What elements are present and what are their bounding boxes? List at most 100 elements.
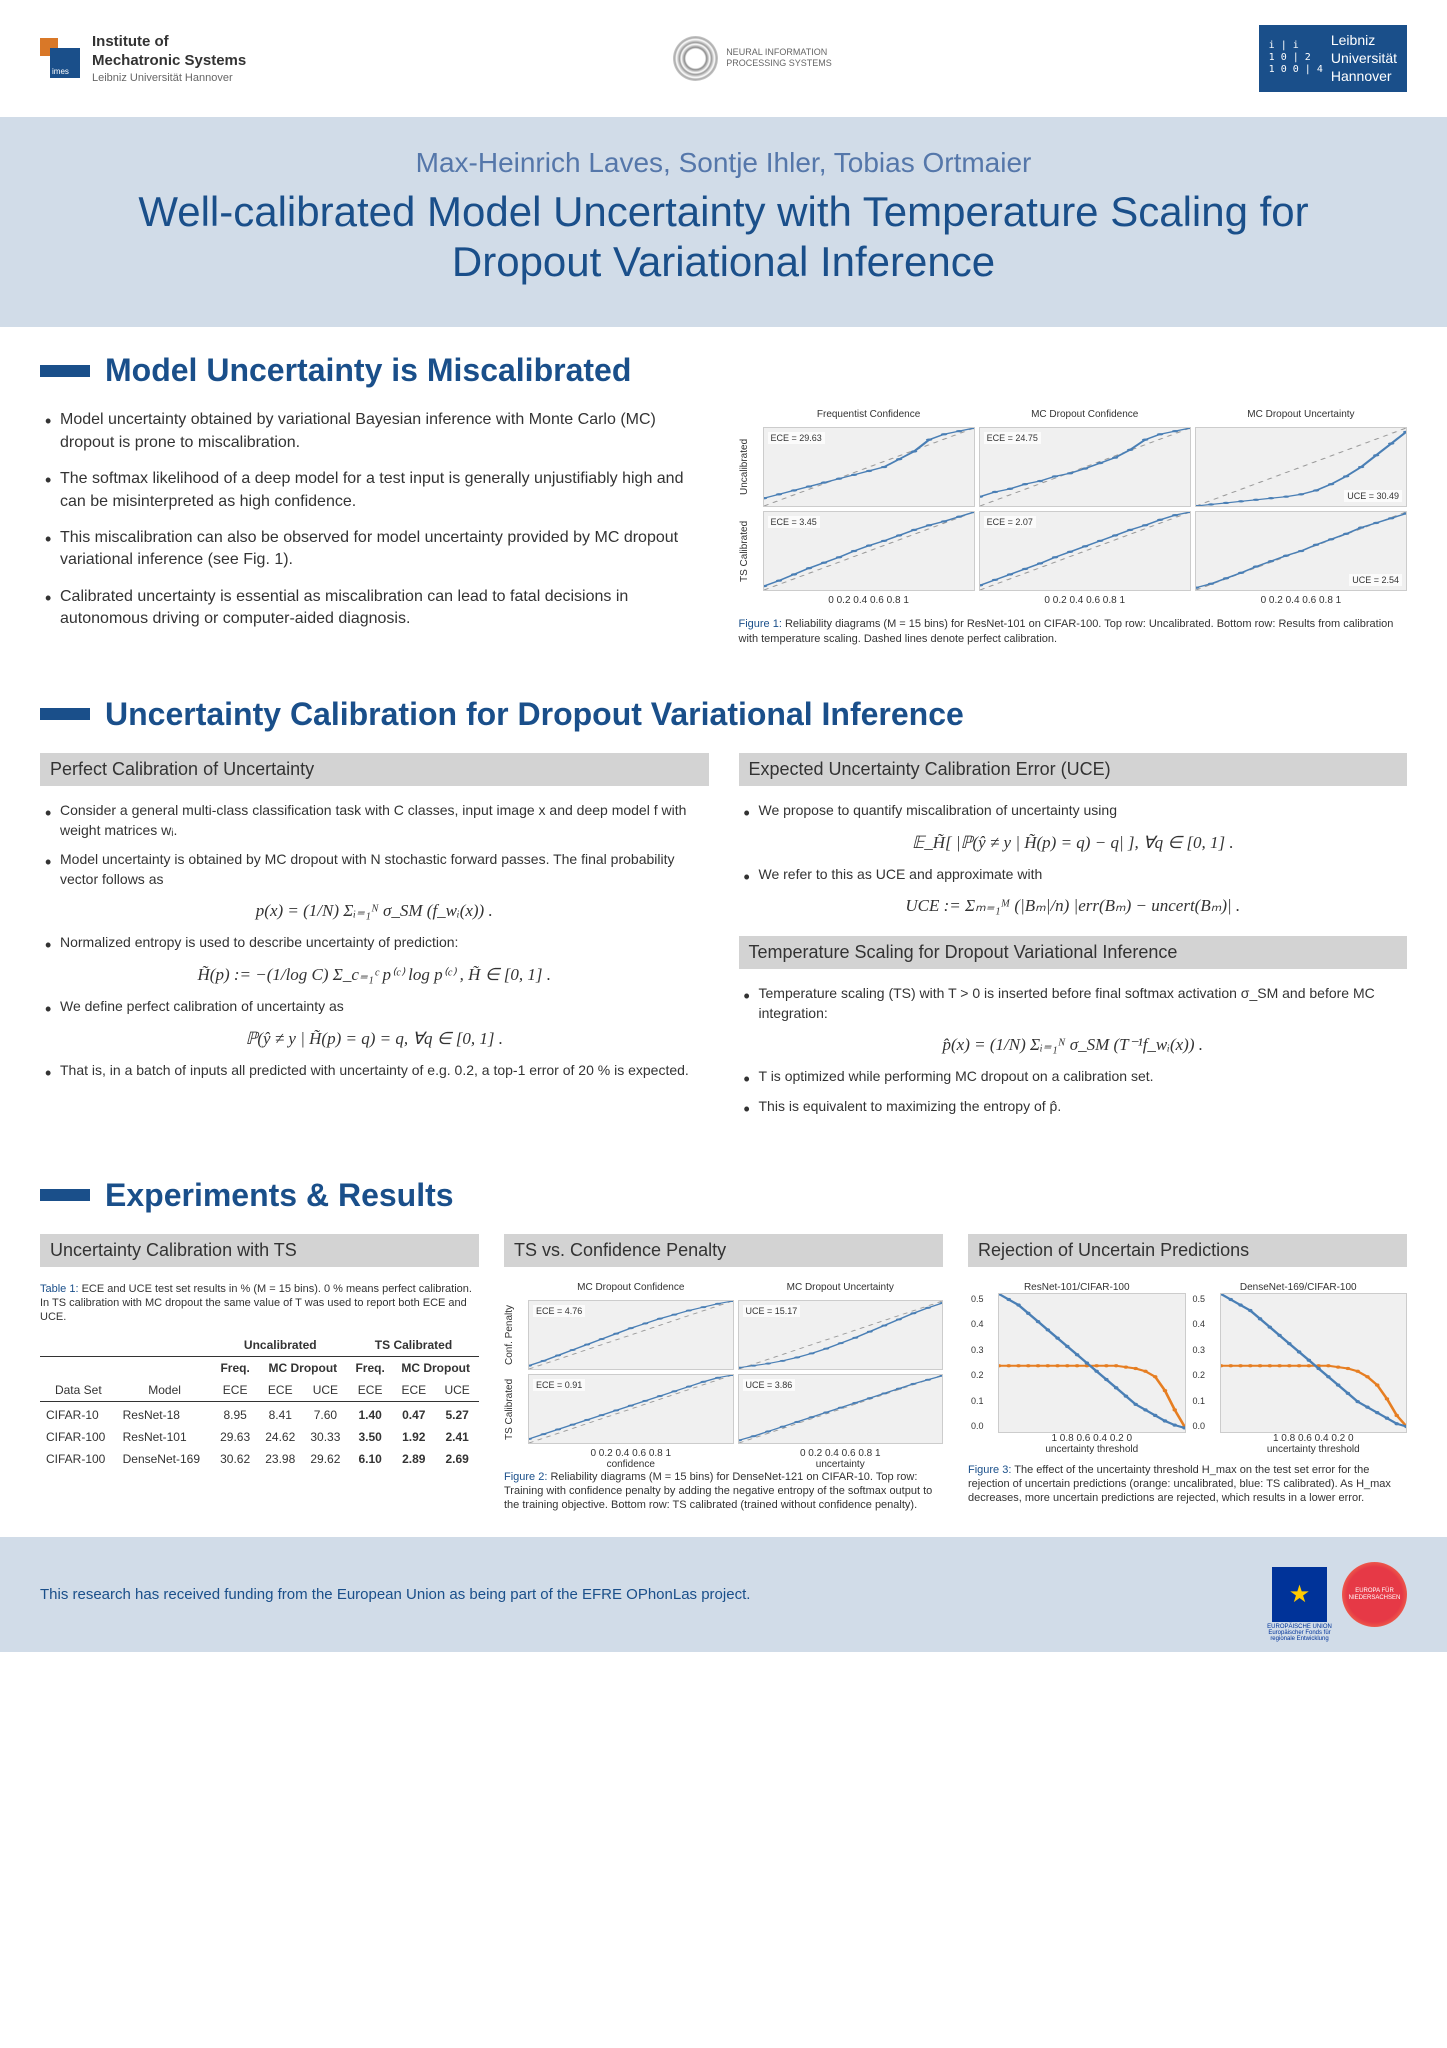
fig2-subtitle: TS vs. Confidence Penalty <box>504 1234 943 1267</box>
formula: p̂(x) = (1/N) Σᵢ₌₁ᴺ σ_SM (T⁻¹f_wᵢ(x)) . <box>739 1035 1408 1055</box>
bullet: T is optimized while performing MC dropo… <box>739 1067 1408 1087</box>
chart-row-label: TS Calibrated <box>504 1374 524 1444</box>
rejection-chart-wrap: ResNet-101/CIFAR-1000.00.10.20.30.40.51 … <box>968 1282 1186 1455</box>
bullet: That is, in a batch of inputs all predic… <box>40 1061 709 1081</box>
reliability-chart: ECE = 3.45 <box>763 511 975 591</box>
institute-line3: Leibniz Universität Hannover <box>92 71 246 85</box>
chart-col-label: MC Dropout Confidence <box>528 1282 734 1296</box>
niedersachsen-text: EUROPA FÜR NIEDERSACHSEN <box>1342 1588 1407 1601</box>
bullet: Normalized entropy is used to describe u… <box>40 933 709 953</box>
formula: 𝔼_H̃[ |ℙ(ŷ ≠ y | H̃(p) = q) − q| ], ∀q ∈… <box>739 833 1408 853</box>
table-row: CIFAR-100ResNet-10129.6324.6230.333.501.… <box>40 1426 479 1448</box>
bullet: Model uncertainty obtained by variationa… <box>40 409 709 454</box>
fig3-block: Rejection of Uncertain Predictions ResNe… <box>968 1234 1407 1513</box>
fig3-caption: Figure 3: The effect of the uncertainty … <box>968 1463 1407 1506</box>
fig2-caption: Figure 2: Reliability diagrams (M = 15 b… <box>504 1470 943 1513</box>
tab-subtitle: Uncertainty Calibration with TS <box>40 1234 479 1267</box>
bullet: Temperature scaling (TS) with T > 0 is i… <box>739 984 1408 1023</box>
chart-col-label: MC Dropout Confidence <box>979 409 1191 423</box>
reliability-chart: ECE = 0.91 <box>528 1374 734 1444</box>
section-miscalibrated: Model Uncertainty is Miscalibrated Model… <box>0 327 1447 671</box>
fig3-subtitle: Rejection of Uncertain Predictions <box>968 1234 1407 1267</box>
rejection-chart: 0.00.10.20.30.40.5 <box>998 1293 1186 1433</box>
rejection-chart-wrap: DenseNet-169/CIFAR-1000.00.10.20.30.40.5… <box>1190 1282 1408 1455</box>
chart-x-ticks: 0 0.2 0.4 0.6 0.8 1 <box>979 595 1191 609</box>
leibniz-line3: Hannover <box>1331 67 1397 85</box>
eu-subtext: EUROPÄISCHE UNION Europäischer Fonds für… <box>1250 1624 1350 1642</box>
bullet: Model uncertainty is obtained by MC drop… <box>40 850 709 889</box>
authors: Max-Heinrich Laves, Sontje Ihler, Tobias… <box>60 147 1387 179</box>
leibniz-nums: i | i 1 0 | 2 1 0 0 | 4 <box>1269 40 1323 76</box>
leibniz-line1: Leibniz <box>1331 31 1397 49</box>
footer-text: This research has received funding from … <box>40 1586 750 1603</box>
formula: H̃(p) := −(1/log C) Σ_c₌₁ᶜ p⁽ᶜ⁾ log p⁽ᶜ⁾… <box>40 965 709 985</box>
chart-col-label: MC Dropout Uncertainty <box>738 1282 944 1296</box>
section-bar-icon <box>40 1189 90 1201</box>
table-row: CIFAR-10ResNet-188.958.417.601.400.475.2… <box>40 1402 479 1427</box>
chart-x-ticks: 0 0.2 0.4 0.6 0.8 1 <box>763 595 975 609</box>
institute-logo: imes Institute of Mechatronic Systems Le… <box>40 32 246 85</box>
neurips-line1: NEURAL INFORMATION <box>726 47 832 58</box>
neurips-logo: NEURAL INFORMATION PROCESSING SYSTEMS <box>673 36 832 81</box>
rejection-chart: 0.00.10.20.30.40.5 <box>1220 1293 1408 1433</box>
chart-col-label: Frequentist Confidence <box>763 409 975 423</box>
chart-x-label: 0 0.2 0.4 0.6 0.8 1confidence <box>528 1448 734 1462</box>
sec2-ts-subtitle: Temperature Scaling for Dropout Variatio… <box>739 936 1408 969</box>
bullet: This miscalibration can also be observed… <box>40 527 709 572</box>
leibniz-logo: i | i 1 0 | 2 1 0 0 | 4 Leibniz Universi… <box>1259 25 1407 92</box>
reliability-chart: ECE = 2.07 <box>979 511 1191 591</box>
sec3-title: Experiments & Results <box>105 1177 454 1214</box>
sec2-uce-subtitle: Expected Uncertainty Calibration Error (… <box>739 753 1408 786</box>
fig2-block: TS vs. Confidence Penalty MC Dropout Con… <box>504 1234 943 1513</box>
sec1-title: Model Uncertainty is Miscalibrated <box>105 352 631 389</box>
sec1-bullets: Model uncertainty obtained by variationa… <box>40 409 709 630</box>
reliability-chart: UCE = 15.17 <box>738 1300 944 1370</box>
fig1-caption: Figure 1: Reliability diagrams (M = 15 b… <box>739 617 1408 646</box>
fig1-grid: Frequentist Confidence MC Dropout Confide… <box>739 409 1408 609</box>
bullet: The softmax likelihood of a deep model f… <box>40 468 709 513</box>
sec2-left-subtitle: Perfect Calibration of Uncertainty <box>40 753 709 786</box>
fig2-grid: MC Dropout Confidence MC Dropout Uncertai… <box>504 1282 943 1462</box>
leibniz-line2: Universität <box>1331 49 1397 67</box>
bullet: Calibrated uncertainty is essential as m… <box>40 586 709 631</box>
chart-x-ticks: 0 0.2 0.4 0.6 0.8 1 <box>1195 595 1407 609</box>
section-bar-icon <box>40 365 90 377</box>
institute-line1: Institute of <box>92 32 246 52</box>
bullet: Consider a general multi-class classific… <box>40 801 709 840</box>
bullet: We refer to this as UCE and approximate … <box>739 865 1408 885</box>
neurips-swirl-icon <box>673 36 718 81</box>
institute-line2: Mechatronic Systems <box>92 51 246 71</box>
reliability-chart: ECE = 29.63 <box>763 427 975 507</box>
bullet: This is equivalent to maximizing the ent… <box>739 1097 1408 1117</box>
chart-col-label: MC Dropout Uncertainty <box>1195 409 1407 423</box>
formula: ℙ(ŷ ≠ y | H̃(p) = q) = q, ∀q ∈ [0, 1] . <box>40 1029 709 1049</box>
results-table: UncalibratedTS CalibratedFreq.MC Dropout… <box>40 1334 479 1470</box>
niedersachsen-icon: EUROPA FÜR NIEDERSACHSEN <box>1342 1562 1407 1627</box>
imes-label: imes <box>52 67 69 76</box>
main-title: Well-calibrated Model Uncertainty with T… <box>60 187 1387 288</box>
header: imes Institute of Mechatronic Systems Le… <box>0 0 1447 117</box>
table-row: CIFAR-100DenseNet-16930.6223.9829.626.10… <box>40 1448 479 1470</box>
formula: p(x) = (1/N) Σᵢ₌₁ᴺ σ_SM (f_wᵢ(x)) . <box>40 901 709 921</box>
eu-flag-icon: ★ EUROPÄISCHE UNION Europäischer Fonds f… <box>1272 1567 1327 1622</box>
reliability-chart: UCE = 30.49 <box>1195 427 1407 507</box>
chart-row-label: Uncalibrated <box>739 427 759 507</box>
chart-row-label: Conf. Penalty <box>504 1300 524 1370</box>
reliability-chart: ECE = 24.75 <box>979 427 1191 507</box>
reliability-chart: UCE = 3.86 <box>738 1374 944 1444</box>
reliability-chart: ECE = 4.76 <box>528 1300 734 1370</box>
title-block: Max-Heinrich Laves, Sontje Ihler, Tobias… <box>0 117 1447 328</box>
section-bar-icon <box>40 708 90 720</box>
neurips-line2: PROCESSING SYSTEMS <box>726 58 832 69</box>
chart-row-label: TS Calibrated <box>739 511 759 591</box>
bullet: We propose to quantify miscalibration of… <box>739 801 1408 821</box>
logo-squares: imes <box>40 38 80 78</box>
formula: UCE := Σₘ₌₁ᴹ (|Bₘ|/n) |err(Bₘ) − uncert(… <box>739 896 1408 916</box>
reliability-chart: UCE = 2.54 <box>1195 511 1407 591</box>
section-calibration: Uncertainty Calibration for Dropout Vari… <box>0 671 1447 1152</box>
sec2-title: Uncertainty Calibration for Dropout Vari… <box>105 696 964 733</box>
table-block: Uncertainty Calibration with TS Table 1:… <box>40 1234 479 1513</box>
bullet: We define perfect calibration of uncerta… <box>40 997 709 1017</box>
table-caption: Table 1: ECE and UCE test set results in… <box>40 1282 479 1325</box>
footer: This research has received funding from … <box>0 1537 1447 1652</box>
